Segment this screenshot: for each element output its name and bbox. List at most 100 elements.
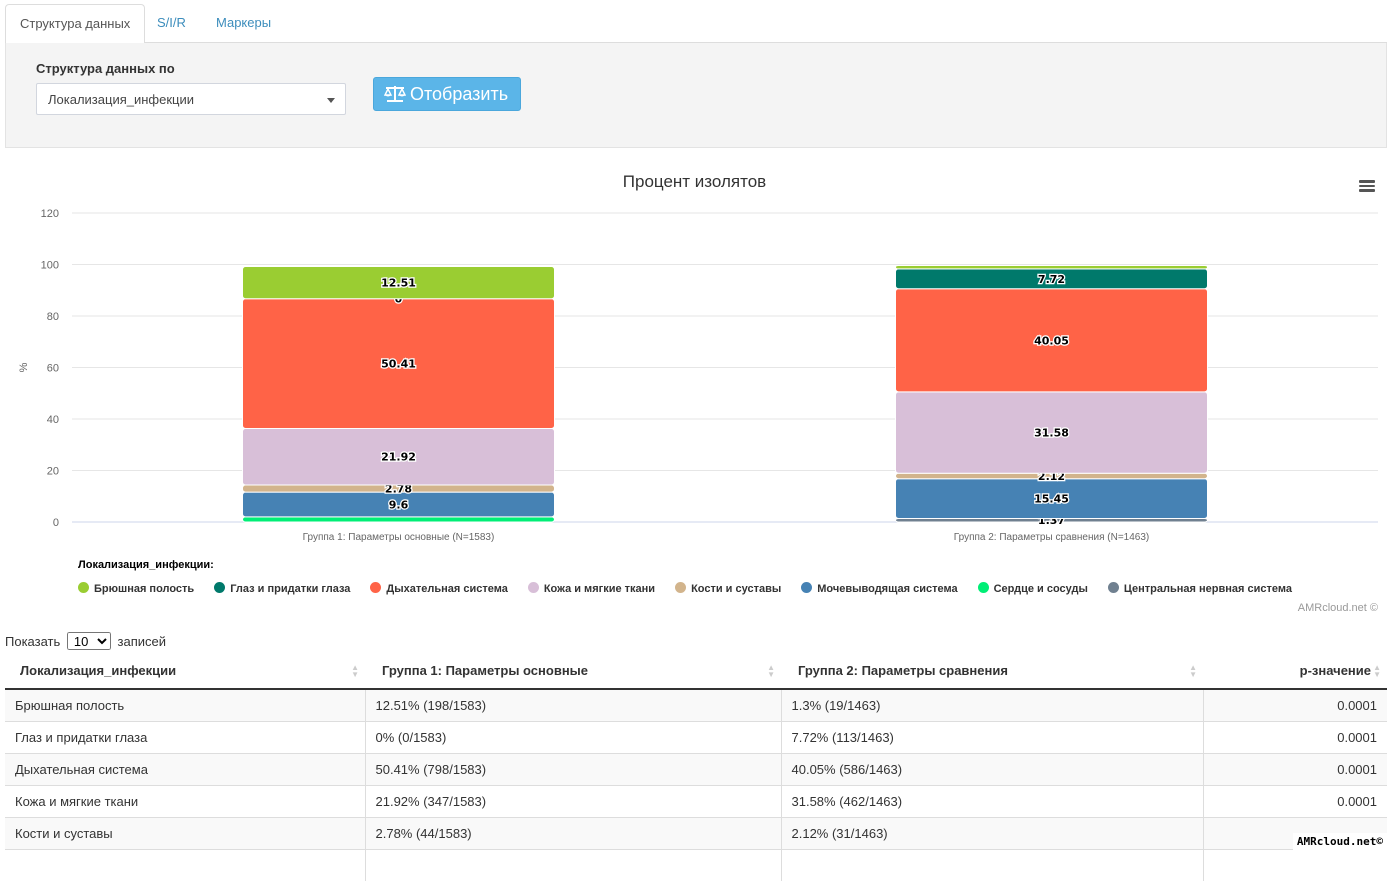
- filter-panel: Структура данных по Локализация_инфекции…: [5, 43, 1387, 148]
- legend-item[interactable]: Кожа и мягкие ткани: [527, 582, 656, 595]
- legend-item[interactable]: Сердце и сосуды: [977, 582, 1088, 595]
- tab-markers[interactable]: Маркеры: [216, 15, 272, 30]
- filter-label: Структура данных по: [36, 61, 175, 76]
- column-header-group2[interactable]: Группа 2: Параметры сравнения ▲ ▼: [781, 652, 1203, 690]
- legend-label: Мочевыводящая система: [817, 583, 958, 595]
- column-header-localization[interactable]: Локализация_инфекции ▲ ▼: [5, 652, 365, 690]
- chart-credit[interactable]: AMRcloud.net ©: [1297, 602, 1378, 614]
- legend-title: Локализация_инфекции:: [78, 559, 214, 571]
- data-label: 15.45: [1034, 493, 1069, 506]
- table-row: Брюшная полость 12.51% (198/1583) 1.3% (19…: [5, 688, 1387, 721]
- legend-marker-icon: [801, 582, 813, 593]
- legend-label: Дыхательная система: [386, 583, 508, 595]
- y-tick-label: 60: [47, 363, 59, 375]
- data-label: 12.51: [381, 277, 416, 290]
- sort-icon: ▲ ▼: [1189, 663, 1197, 679]
- page-length-suffix: записей: [117, 634, 166, 649]
- cell-group1: 12.51% (198/1583): [365, 688, 782, 721]
- cell-group1: 21.92% (347/1583): [365, 784, 782, 817]
- cell-group1: 0% (0/1583): [365, 720, 782, 753]
- legend-label: Сердце и сосуды: [993, 583, 1088, 595]
- y-tick-label: 40: [47, 414, 59, 426]
- legend-item[interactable]: Глаз и придатки глаза: [214, 582, 350, 595]
- cell-p-value: [1203, 848, 1387, 881]
- hamburger-menu-icon[interactable]: [1359, 180, 1375, 192]
- legend-item[interactable]: Кости и суставы: [675, 582, 781, 595]
- sort-icon: ▲ ▼: [351, 663, 359, 679]
- data-label: 31.58: [1034, 427, 1069, 440]
- chart-legend: Брюшная полость Глаз и придатки глаза Дыха…: [78, 580, 1312, 596]
- data-label: 50.41: [381, 358, 416, 371]
- x-tick-label: Группа 2: Параметры сравнения (N=1463): [954, 532, 1149, 543]
- y-axis-label: %: [18, 362, 30, 372]
- cell-group2: 1.3% (19/1463): [781, 688, 1204, 721]
- column-header-p-value[interactable]: p-значение ▲ ▼: [1203, 652, 1387, 690]
- tab-sir[interactable]: S/I/R: [157, 15, 186, 30]
- results-table: Локализация_инфекции ▲ ▼ Группа 1: Парамет…: [5, 652, 1387, 881]
- table-row: Кожа и мягкие ткани 21.92% (347/1583) 31.5…: [5, 784, 1387, 817]
- legend-label: Брюшная полость: [94, 583, 195, 595]
- legend-marker-icon: [527, 582, 539, 593]
- y-tick-label: 100: [41, 260, 59, 272]
- legend-item[interactable]: Брюшная полость: [78, 582, 194, 595]
- bar-segment: [895, 265, 1208, 270]
- group-by-select-value: Локализация_инфекции: [48, 92, 195, 107]
- page-length-prefix: Показать: [5, 634, 61, 649]
- cell-p-value: 0.0001: [1203, 784, 1387, 817]
- cell-localization: Кожа и мягкие ткани: [5, 784, 366, 817]
- legend-label: Кости и суставы: [691, 583, 782, 595]
- cell-p-value: 0.0001: [1203, 688, 1387, 721]
- display-button[interactable]: Отобразить: [373, 77, 521, 111]
- data-label: 40.05: [1034, 334, 1069, 347]
- table-row: [5, 848, 1387, 881]
- cell-p-value: 0.0001: [1203, 752, 1387, 785]
- legend-marker-icon: [675, 582, 687, 593]
- chart-title: Процент изолятов: [622, 172, 767, 191]
- cell-group2: 31.58% (462/1463): [781, 784, 1204, 817]
- y-tick-label: 0: [53, 517, 59, 529]
- cell-group2: 7.72% (113/1463): [781, 720, 1204, 753]
- legend-marker-icon: [370, 582, 382, 593]
- data-label: 9.6: [389, 498, 409, 511]
- legend-marker-icon: [214, 582, 226, 593]
- chevron-down-icon: [327, 98, 335, 103]
- legend-item[interactable]: Дыхательная система: [370, 582, 508, 595]
- table-row: Дыхательная система 50.41% (798/1583) 40.0…: [5, 752, 1387, 785]
- cell-group1: [365, 848, 782, 881]
- cell-p-value: 0.0001: [1203, 720, 1387, 753]
- table-row: Глаз и придатки глаза 0% (0/1583) 7.72% (1…: [5, 720, 1387, 753]
- tab-data-structure[interactable]: Структура данных: [5, 4, 146, 44]
- x-tick-label: Группа 1: Параметры основные (N=1583): [303, 532, 495, 543]
- bar-segment: [242, 266, 555, 300]
- cell-localization: Кости и суставы: [5, 816, 366, 849]
- balance-scale-icon: [383, 84, 407, 109]
- y-tick-label: 20: [47, 466, 59, 478]
- table-header-row: Локализация_инфекции ▲ ▼ Группа 1: Парамет…: [5, 652, 1387, 690]
- y-tick-label: 120: [41, 208, 59, 220]
- display-button-label: Отобразить: [410, 84, 509, 104]
- data-label: 7.72: [1038, 273, 1065, 286]
- corner-credit: AMRcloud.net©: [1292, 833, 1387, 850]
- cell-group2: 40.05% (586/1463): [781, 752, 1204, 785]
- cell-localization: [5, 848, 366, 881]
- cell-group2: [781, 848, 1204, 881]
- cell-localization: Глаз и придатки глаза: [5, 720, 366, 753]
- data-label: 21.92: [381, 451, 416, 464]
- cell-localization: Брюшная полость: [5, 688, 366, 721]
- page-length-select[interactable]: 10: [66, 632, 111, 650]
- cell-group2: 2.12% (31/1463): [781, 816, 1204, 849]
- bar-segment: [242, 516, 555, 523]
- legend-label: Кожа и мягкие ткани: [543, 583, 656, 595]
- legend-item[interactable]: Мочевыводящая система: [801, 582, 958, 595]
- cell-group1: 50.41% (798/1583): [365, 752, 782, 785]
- group-by-select[interactable]: Локализация_инфекции: [36, 83, 346, 115]
- legend-marker-icon: [1107, 582, 1119, 593]
- legend-marker-icon: [78, 582, 89, 593]
- legend-item[interactable]: Центральная нервная система: [1107, 582, 1292, 595]
- cell-localization: Дыхательная система: [5, 752, 366, 785]
- legend-marker-icon: [977, 582, 989, 593]
- y-tick-label: 80: [47, 311, 59, 323]
- column-header-group1[interactable]: Группа 1: Параметры основные ▲ ▼: [365, 652, 781, 690]
- page-length-control: Показать 10 записей: [5, 632, 166, 650]
- legend-label: Глаз и придатки глаза: [230, 583, 351, 595]
